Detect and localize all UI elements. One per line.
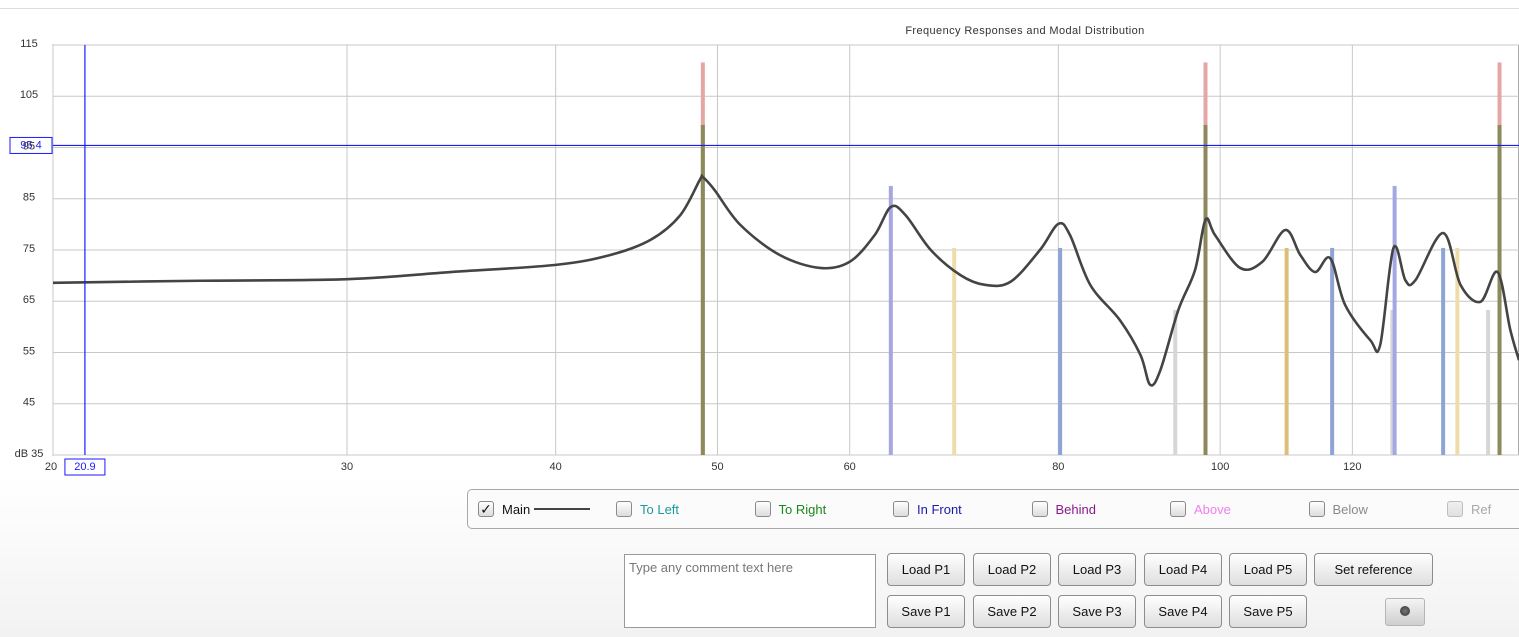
x-tick-label: 80 [1052, 461, 1064, 473]
legend-item: Behind [1031, 499, 1096, 519]
legend-line [534, 508, 591, 510]
chart-title: Frequency Responses and Modal Distributi… [905, 25, 1144, 37]
load-button[interactable]: Load P5 [1229, 553, 1307, 586]
y-tick-label: dB 35 [15, 448, 44, 460]
save-button[interactable]: Save P3 [1058, 595, 1136, 628]
mode-bar [700, 124, 705, 455]
mode-bar [1284, 247, 1289, 455]
chart: Frequency Responses and Modal Distributi… [9, 25, 1519, 476]
save-button[interactable]: Save P4 [1144, 595, 1222, 628]
checkbox[interactable]: ✓ [478, 501, 494, 517]
cursor-x-label: 20.9 [74, 461, 95, 473]
legend-item: Ref [1447, 499, 1491, 519]
mode-bar [888, 185, 893, 455]
legend-item: In Front [893, 499, 962, 519]
mode-bar [1390, 309, 1395, 455]
mode-bar [1173, 309, 1178, 455]
legend-item: To Left [616, 499, 679, 519]
camera-button[interactable] [1385, 598, 1425, 626]
legend-label: Main [502, 501, 531, 517]
tick-labels: dB 35 45 55 65 75 85 95 105 115 20 30 40 50 60 80 100 12… [15, 38, 1362, 473]
x-tick-label: 40 [550, 461, 562, 473]
legend-item: To Right [754, 499, 827, 519]
mode-bar [952, 247, 957, 455]
x-tick-label: 120 [1343, 461, 1361, 473]
checkbox[interactable] [1031, 501, 1048, 517]
legend-item: ✓ Main [478, 499, 591, 519]
y-tick-label: 65 [23, 294, 35, 306]
y-tick-label: 45 [23, 397, 35, 409]
toggle-label: To Left [640, 501, 680, 517]
x-tick-label: 50 [711, 461, 723, 473]
toggle-label: Above [1194, 501, 1231, 517]
save-button[interactable]: Save P2 [973, 595, 1051, 628]
x-tick-label: 30 [341, 461, 353, 473]
checkbox[interactable] [616, 501, 632, 517]
y-tick-label: 75 [23, 243, 35, 255]
y-tick-label: 115 [20, 38, 38, 50]
mode-bar [1392, 185, 1397, 455]
modes [700, 62, 1502, 455]
load-button[interactable]: Load P4 [1144, 553, 1222, 586]
legend: ✓ Main To Left To Right In Front Behind Above B… [467, 489, 1519, 529]
set-reference-button[interactable]: Set reference [1314, 553, 1433, 586]
comment-box[interactable]: Type any comment text here [624, 554, 876, 628]
mode-bar [1455, 247, 1460, 455]
curves [53, 174, 1519, 387]
cursor-y-box [9, 136, 53, 154]
y-tick-label: 55 [23, 345, 35, 357]
save-button[interactable]: Save P5 [1229, 595, 1307, 628]
mode-bar [1058, 247, 1063, 455]
save-button[interactable]: Save P1 [887, 595, 965, 628]
checkbox[interactable] [1308, 501, 1325, 517]
y-tick-label: 85 [23, 192, 35, 204]
legend-item: Below [1308, 499, 1368, 519]
load-button[interactable]: Load P3 [1058, 553, 1136, 586]
x-tick-label: 100 [1211, 461, 1229, 473]
checkbox[interactable] [754, 501, 771, 517]
cursor: 95.4 20.9 [9, 45, 1519, 476]
x-tick-label: 20 [45, 461, 57, 473]
mode-bar [1497, 124, 1502, 455]
legend-item: Above [1170, 499, 1231, 519]
mode-bar [1203, 124, 1208, 455]
toggle-label: Ref [1471, 501, 1492, 517]
checkbox[interactable] [1170, 501, 1186, 517]
toggle-label: Behind [1055, 501, 1096, 517]
y-tick-label: 95 [23, 140, 35, 152]
cursor-x-box [64, 458, 106, 476]
response-curve [53, 174, 1519, 387]
cursor-y-label: 95.4 [20, 139, 41, 151]
y-tick-label: 105 [20, 89, 38, 101]
toggle-label: Below [1332, 501, 1368, 517]
load-button[interactable]: Load P2 [973, 553, 1051, 586]
checkbox [1447, 501, 1463, 517]
mode-bar [1486, 309, 1491, 455]
checkbox[interactable] [893, 501, 909, 517]
load-button[interactable]: Load P1 [887, 553, 965, 586]
mode-bar [1330, 247, 1335, 455]
mode-bar [1441, 247, 1446, 455]
x-tick-label: 60 [844, 461, 856, 473]
top-border [0, 8, 1519, 9]
toggle-label: To Right [778, 501, 827, 517]
toggle-label: In Front [917, 501, 962, 517]
